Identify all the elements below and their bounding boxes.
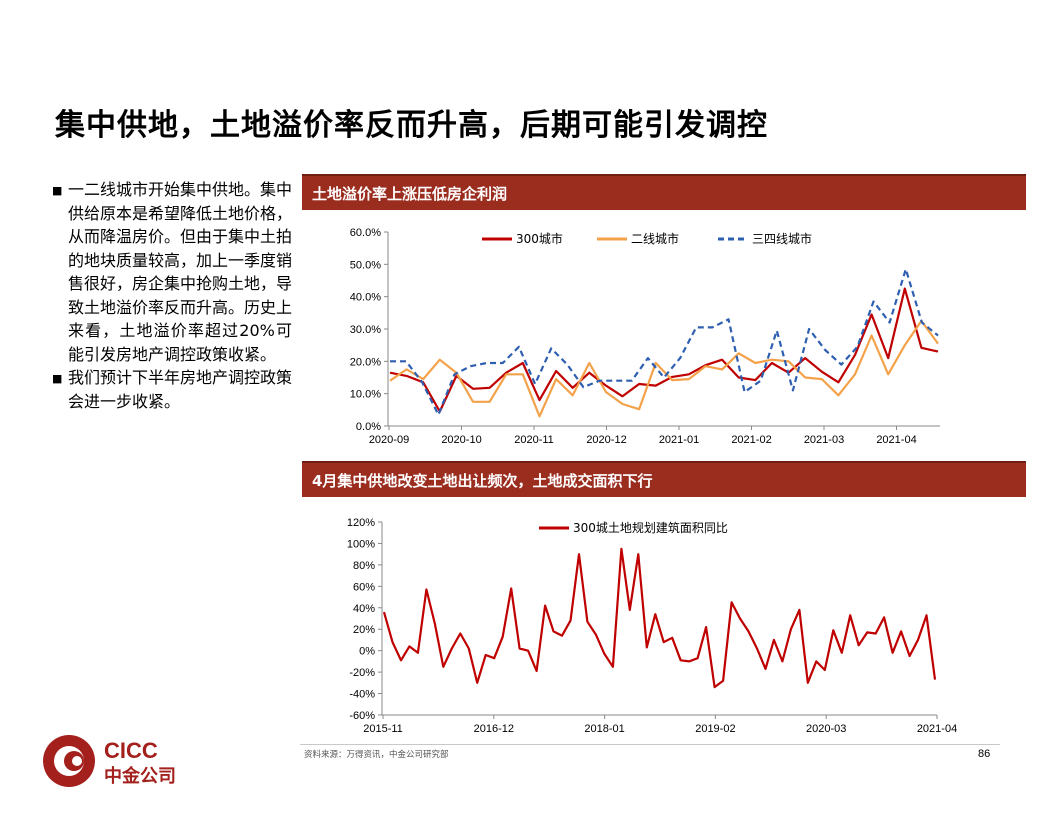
legend-label: 300城市 — [516, 231, 563, 246]
x-tick-label: 2016-12 — [474, 723, 514, 735]
cicc-logo: CICC 中金公司 — [43, 735, 176, 787]
y-tick-label: 40.0% — [350, 292, 381, 304]
x-tick-label: 2019-02 — [695, 723, 735, 735]
y-tick-label: 30.0% — [350, 324, 381, 336]
bullet-item: ■ 我们预计下半年房地产调控政策会进一步收紧。 — [52, 366, 292, 413]
y-tick-label: 60% — [353, 581, 375, 593]
x-tick-label: 2021-04 — [876, 434, 916, 446]
series-line-2 — [390, 268, 939, 416]
y-tick-label: 40% — [353, 603, 375, 615]
series-line-0 — [382, 547, 937, 689]
y-tick-label: 80% — [353, 560, 375, 572]
x-tick-label: 2020-10 — [441, 434, 481, 446]
x-tick-label: 2020-09 — [369, 434, 409, 446]
x-tick-label: 2015-11 — [363, 723, 403, 735]
legend-label: 二线城市 — [631, 231, 679, 246]
y-tick-label: -60% — [349, 710, 375, 722]
y-tick-label: 60.0% — [350, 227, 381, 239]
y-tick-label: 0.0% — [356, 421, 381, 433]
bullet-list: ■ 一二线城市开始集中供地。集中供给原本是希望降低土地价格，从而降温房价。但由于… — [52, 178, 292, 413]
chart1-title: 土地溢价率上涨压低房企利润 — [302, 174, 1026, 210]
y-tick-label: 0% — [359, 646, 375, 658]
bullet-item: ■ 一二线城市开始集中供地。集中供给原本是希望降低土地价格，从而降温房价。但由于… — [52, 178, 292, 366]
y-tick-label: 20% — [353, 624, 375, 636]
x-tick-label: 2021-02 — [731, 434, 771, 446]
y-tick-label: -40% — [349, 689, 375, 701]
source-note: 资料来源：万得资讯，中金公司研究部 — [304, 750, 449, 760]
x-tick-label: 2018-01 — [584, 723, 624, 735]
x-tick-label: 2020-11 — [514, 434, 554, 446]
x-tick-label: 2020-12 — [586, 434, 626, 446]
y-tick-label: 100% — [347, 538, 375, 550]
series-line-0 — [389, 287, 939, 413]
x-tick-label: 2021-01 — [659, 434, 699, 446]
square-bullet-icon: ■ — [52, 372, 63, 385]
land-area-yoy-chart: -60% -40% -20% 0% 20% 40% 60% 80% 100% 120% 2015-1… — [347, 517, 957, 735]
square-bullet-icon: ■ — [52, 184, 63, 197]
page-number: 86 — [978, 748, 991, 760]
page-title: 集中供地，土地溢价率反而升高，后期可能引发调控 — [55, 108, 768, 143]
y-tick-label: 20.0% — [350, 356, 381, 368]
y-tick-label: 50.0% — [350, 259, 381, 271]
x-tick-label: 2020-03 — [806, 723, 846, 735]
series-line-1 — [389, 319, 939, 418]
x-tick-label: 2021-04 — [917, 723, 957, 735]
footer-divider — [300, 744, 1000, 745]
x-tick-label: 2021-03 — [804, 434, 844, 446]
chart2-title: 4月集中供地改变土地出让频次，土地成交面积下行 — [302, 461, 1026, 497]
premium-rate-chart: 0.0% 10.0% 20.0% 30.0% 40.0% 50.0% 60.0% 2020-0… — [350, 227, 940, 446]
bullet-text: 一二线城市开始集中供地。集中供给原本是希望降低土地价格，从而降温房价。但由于集中… — [68, 180, 293, 364]
logo-text: CICC — [104, 738, 158, 763]
logo-cn: 中金公司 — [104, 765, 176, 787]
y-tick-label: -20% — [349, 667, 375, 679]
y-tick-label: 10.0% — [350, 389, 381, 401]
bullet-text: 我们预计下半年房地产调控政策会进一步收紧。 — [68, 368, 293, 411]
y-tick-label: 120% — [347, 517, 375, 529]
legend-label: 300城土地规划建筑面积同比 — [573, 520, 728, 535]
legend-label: 三四线城市 — [752, 231, 812, 246]
